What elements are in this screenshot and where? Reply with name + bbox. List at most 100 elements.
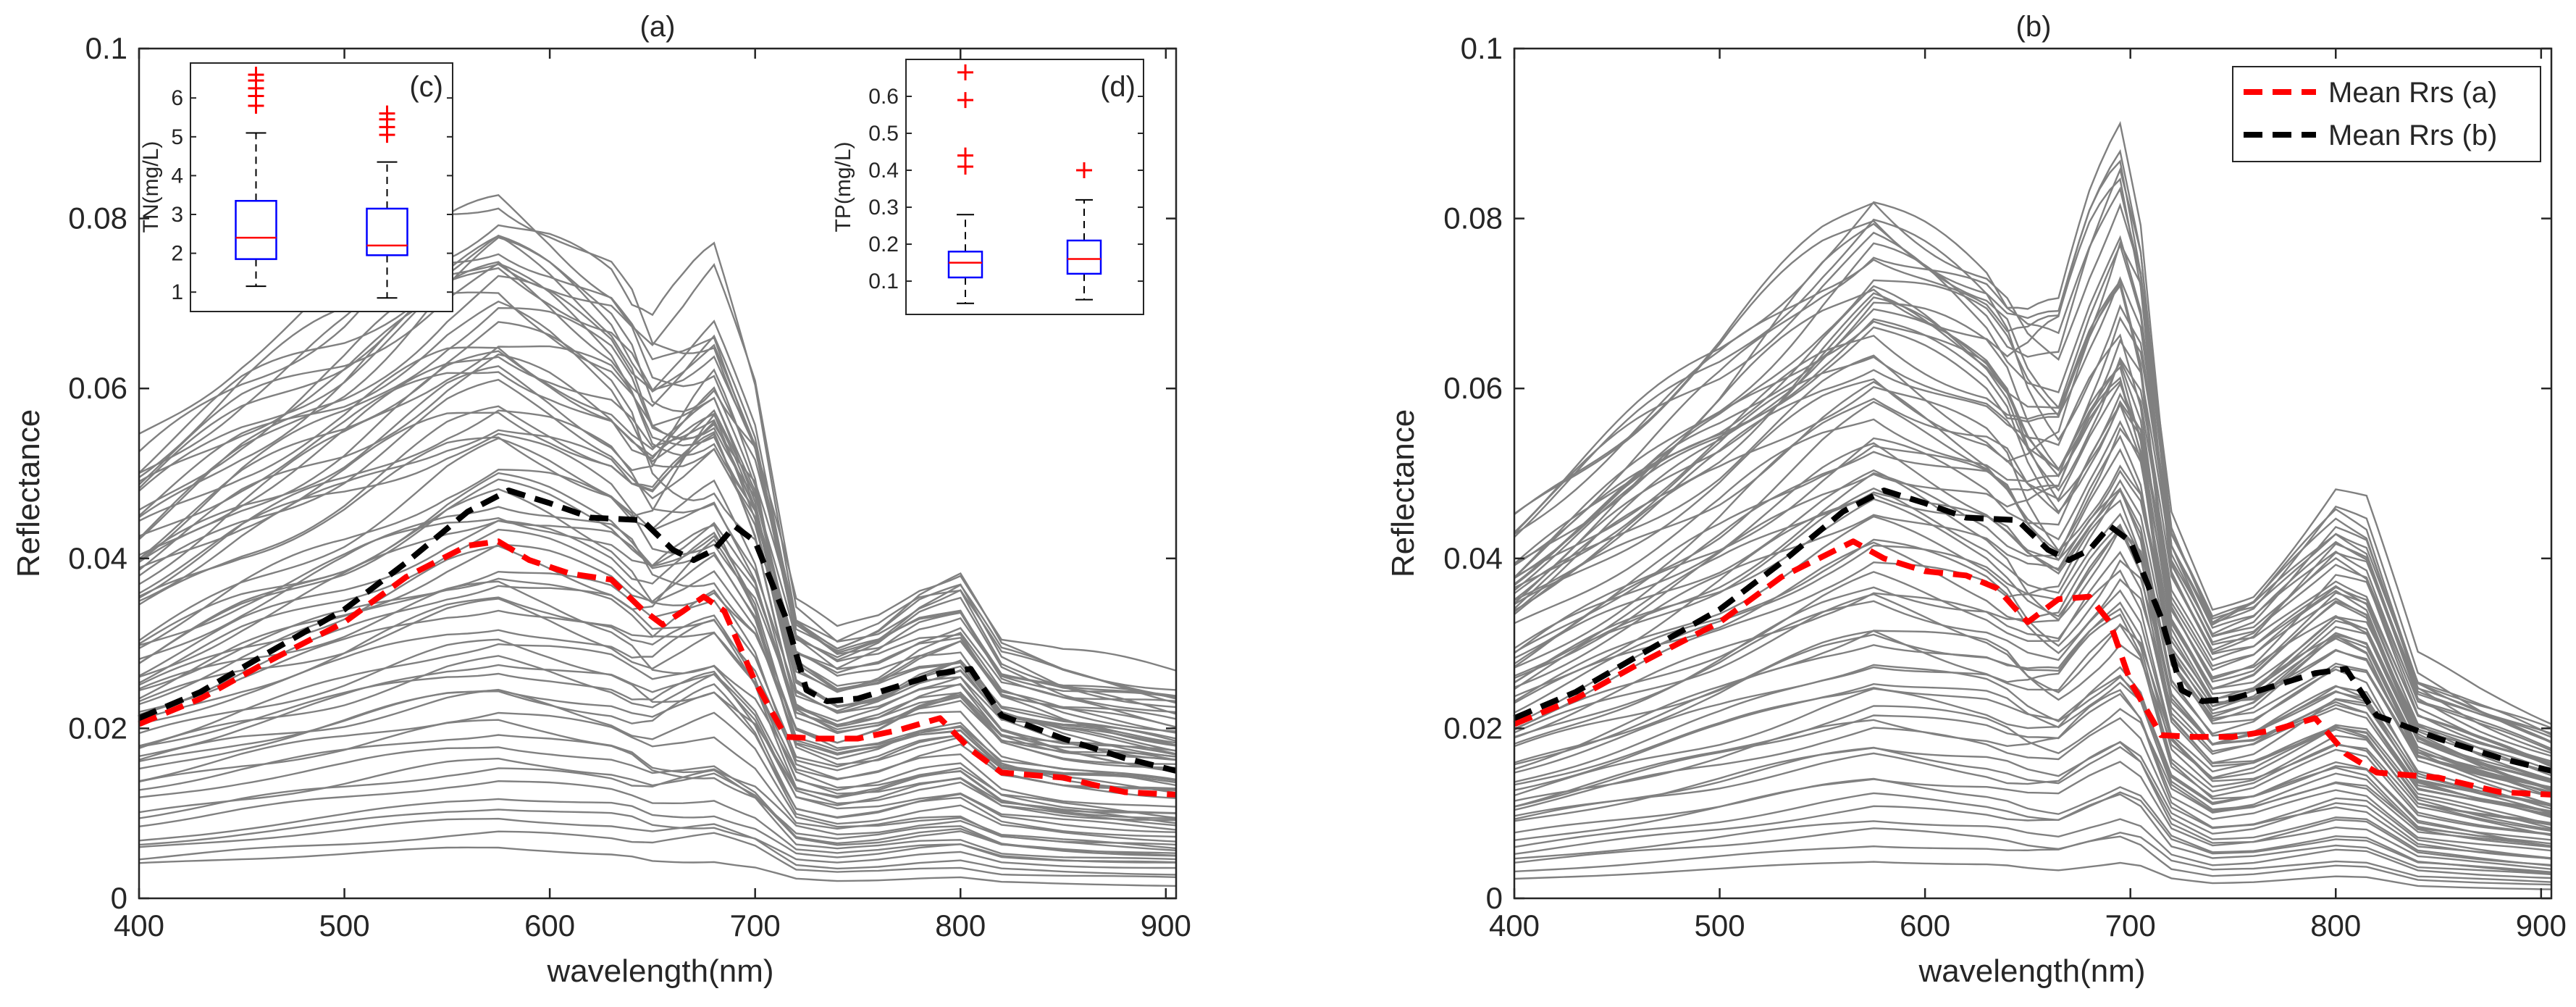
y-tick-label: 0.06 (1443, 371, 1503, 405)
mean-line-b (138, 488, 1177, 774)
outlier-marker (957, 147, 973, 164)
y-tick-label: 0.06 (68, 371, 127, 405)
legend-box (2232, 66, 2541, 162)
panel-b-spectra (1514, 120, 2552, 890)
spectrum-line (138, 321, 1177, 720)
x-tick-label: 700 (730, 908, 781, 943)
box-iqr (1066, 239, 1102, 275)
inset-tick-label: 0.4 (868, 159, 899, 183)
panel-a-plot-frame (138, 47, 1178, 900)
spectrum-line (1514, 479, 2552, 788)
inset-tick-label: 0.5 (868, 122, 899, 146)
spectrum-line (138, 798, 1176, 864)
y-tick-label: 0 (1486, 881, 1503, 915)
y-tick-label: 0.04 (68, 541, 127, 575)
panel-b-x-axis-label: wavelength(nm) (1918, 953, 2145, 989)
y-tick-label: 0.08 (1443, 201, 1503, 235)
panel-a: (a) Reflectance wavelength(nm) 400 500 600… (11, 11, 1191, 989)
box-iqr (947, 251, 983, 279)
inset-d: TP(mg/L) 0.1 0.2 0.3 0.4 0.5 0.6 (d) (831, 59, 1144, 315)
inset-tick-label: 0.6 (868, 85, 899, 109)
x-tick-label: 800 (2310, 908, 2361, 943)
spectrum-line (1514, 333, 2552, 782)
spectrum-line (1514, 218, 2552, 752)
spectrum-line (1514, 376, 2552, 788)
x-tick-label: 900 (2516, 908, 2567, 943)
inset-d-boxes: 0.1 0.2 0.3 0.4 0.5 0.6 (868, 64, 1144, 304)
y-tick-label: 0.1 (85, 31, 127, 65)
spectrum-line (138, 267, 1177, 698)
spectrum-line (1514, 835, 2552, 886)
y-tick-label: 0.1 (1461, 31, 1503, 65)
spectrum-line (1514, 777, 2552, 874)
panel-a-y-axis-label: Reflectance (11, 409, 46, 577)
inset-c-frame (190, 62, 453, 312)
inset-tick-label: 6 (171, 86, 183, 110)
y-tick-label: 0.02 (68, 711, 127, 745)
spectrum-line (138, 517, 1177, 791)
outlier-marker (957, 92, 973, 109)
spectrum-line (138, 235, 1177, 715)
spectrum-line (1514, 791, 2552, 873)
spectrum-line (138, 711, 1177, 846)
spectrum-line (138, 350, 1177, 734)
spectrum-line (138, 436, 1177, 773)
spectrum-line (138, 598, 1177, 824)
inset-c: TN(mg/L) 1 2 3 4 5 6 (c) (139, 62, 453, 312)
panel-a-title: (a) (640, 11, 676, 43)
panel-a-ticks: 400 500 600 700 800 900 0 0.02 0.04 0.06 0.08 0.1 (68, 31, 1191, 943)
spectrum-line (138, 780, 1177, 864)
spectrum-line (1514, 167, 2552, 736)
spectrum-line (1514, 498, 2552, 819)
y-tick-label: 0.08 (68, 201, 127, 235)
inset-c-y-axis-label: TN(mg/L) (139, 141, 163, 233)
spectrum-line (138, 670, 1177, 838)
legend-label-mean-rrs-b: Mean Rrs (b) (2328, 120, 2497, 151)
x-tick-label: 400 (1489, 908, 1540, 943)
box-iqr (366, 207, 408, 256)
x-tick-label: 600 (1900, 908, 1950, 943)
x-tick-label: 900 (1141, 908, 1191, 943)
spectrum-line (1514, 664, 2552, 845)
spectrum-line (138, 253, 1177, 714)
inset-d-frame (905, 59, 1144, 315)
panel-a-mean-lines (138, 488, 1177, 798)
spectrum-line (1514, 242, 2552, 750)
panel-b: (b) Reflectance wavelength(nm) 400 500 600… (1385, 11, 2567, 989)
spectrum-line (138, 263, 1177, 691)
spectrum-line (1514, 818, 2552, 879)
spectrum-line (1514, 515, 2552, 814)
mean-line-a (1513, 538, 2552, 798)
spectrum-line (138, 409, 1177, 752)
inset-tick-label: 4 (171, 164, 183, 188)
spectrum-line (138, 655, 1177, 831)
spectrum-line (1514, 527, 2552, 830)
spectrum-line (138, 519, 1177, 782)
spectrum-line (138, 734, 1177, 854)
spectrum-line (1514, 693, 2552, 852)
x-tick-label: 700 (2105, 908, 2156, 943)
inset-tick-label: 0.1 (868, 269, 899, 293)
spectrum-line (138, 638, 1177, 827)
panel-b-y-axis-label: Reflectance (1385, 409, 1421, 577)
spectrum-line (138, 570, 1177, 790)
inset-tick-label: 0.3 (868, 196, 899, 220)
spectrum-line (1514, 186, 2552, 735)
legend-label-mean-rrs-a: Mean Rrs (a) (2328, 77, 2497, 109)
spectrum-line (1514, 378, 2552, 791)
panel-b-legend: Mean Rrs (a) Mean Rrs (b) (2232, 66, 2541, 162)
spectrum-line (1514, 318, 2552, 772)
spectrum-line (1514, 624, 2552, 848)
inset-c-boxes: 1 2 3 4 5 6 (171, 67, 453, 304)
x-tick-label: 800 (935, 908, 986, 943)
inset-tick-label: 3 (171, 203, 183, 227)
spectrum-line (138, 356, 1177, 732)
spectrum-line (138, 345, 1177, 702)
spectrum-line (138, 808, 1177, 869)
spectrum-line (1514, 607, 2552, 835)
spectrum-line (1514, 201, 2552, 743)
inset-tick-label: 0.2 (868, 233, 899, 256)
y-tick-label: 0.04 (1443, 541, 1503, 575)
spectrum-line (1514, 380, 2552, 798)
spectrum-line (138, 830, 1177, 878)
